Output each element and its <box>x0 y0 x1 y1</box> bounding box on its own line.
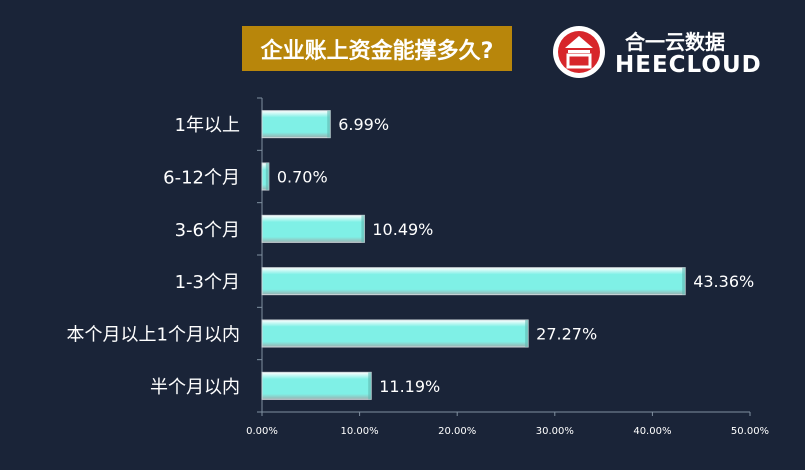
category-label: 3-6个月 <box>175 220 240 241</box>
bar-edge <box>682 267 686 295</box>
bar-value-label: 43.36% <box>693 272 754 291</box>
heecloud-logo: 合一云数据 HEECLOUD <box>553 24 761 84</box>
x-tick-label: 30.00% <box>536 426 574 437</box>
bar-edge <box>525 320 529 347</box>
bar-value-label: 10.49% <box>372 220 433 239</box>
category-label: 本个月以上1个月以内 <box>67 325 240 346</box>
logo-chinese-text: 合一云数据 <box>625 30 725 54</box>
bar-value-label: 6.99% <box>338 115 389 134</box>
bar <box>261 267 686 296</box>
x-tick-label: 40.00% <box>633 426 671 437</box>
bar-edge <box>368 372 372 400</box>
bar-value-label: 11.19% <box>379 377 440 396</box>
bar-edge <box>265 163 269 190</box>
bar <box>261 371 372 400</box>
bar-edge <box>327 110 331 138</box>
x-tick-label: 0.00% <box>246 426 278 437</box>
x-tick-label: 50.00% <box>731 426 769 437</box>
category-label: 1年以上 <box>175 115 240 136</box>
category-label: 1-3个月 <box>175 272 240 293</box>
bar-edge <box>361 215 365 243</box>
logo-english-text: HEECLOUD <box>615 52 762 78</box>
bar <box>261 110 331 139</box>
heecloud-logo-icon <box>553 26 605 78</box>
chart-title-box: 企业账上资金能撑多久? <box>242 26 512 71</box>
bar <box>261 214 365 243</box>
bar-value-label: 0.70% <box>277 168 328 187</box>
bar <box>261 319 529 348</box>
x-tick-label: 20.00% <box>438 426 476 437</box>
chart-title: 企业账上资金能撑多久? <box>260 38 494 64</box>
x-tick-label: 10.00% <box>341 426 379 437</box>
category-label: 半个月以内 <box>150 377 240 398</box>
bar-value-label: 27.27% <box>536 325 597 344</box>
category-label: 6-12个月 <box>163 168 240 189</box>
